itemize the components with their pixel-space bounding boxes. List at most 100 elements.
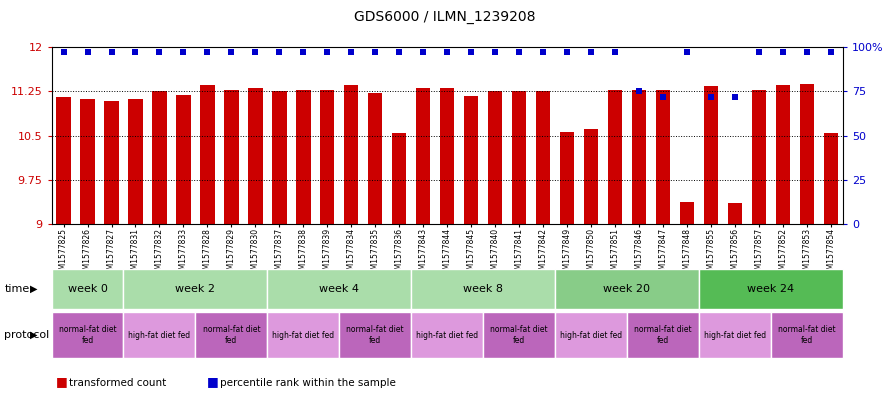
- Point: [248, 49, 262, 55]
- Bar: [196, 312, 268, 358]
- Bar: [799, 84, 814, 224]
- Point: [368, 49, 382, 55]
- Point: [776, 49, 790, 55]
- Point: [800, 49, 814, 55]
- Text: percentile rank within the sample: percentile rank within the sample: [220, 378, 396, 388]
- Bar: [440, 88, 454, 224]
- Bar: [152, 91, 166, 224]
- Bar: [699, 269, 843, 309]
- Bar: [176, 95, 190, 224]
- Bar: [560, 132, 574, 224]
- Bar: [392, 133, 406, 224]
- Bar: [704, 86, 718, 224]
- Text: high-fat diet fed: high-fat diet fed: [128, 331, 190, 340]
- Bar: [320, 90, 334, 224]
- Bar: [124, 269, 268, 309]
- Text: normal-fat diet
fed: normal-fat diet fed: [347, 325, 404, 345]
- Bar: [368, 93, 382, 224]
- Bar: [483, 312, 555, 358]
- Point: [584, 49, 598, 55]
- Text: week 0: week 0: [68, 284, 108, 294]
- Point: [560, 49, 574, 55]
- Text: high-fat diet fed: high-fat diet fed: [560, 331, 622, 340]
- Bar: [488, 91, 502, 224]
- Bar: [464, 96, 478, 224]
- Text: week 4: week 4: [319, 284, 359, 294]
- Bar: [268, 269, 412, 309]
- Bar: [248, 88, 262, 224]
- Bar: [555, 269, 699, 309]
- Point: [824, 49, 838, 55]
- Text: normal-fat diet
fed: normal-fat diet fed: [203, 325, 260, 345]
- Bar: [344, 86, 358, 224]
- Point: [680, 49, 694, 55]
- Point: [224, 49, 238, 55]
- Bar: [752, 90, 766, 224]
- Text: week 2: week 2: [175, 284, 215, 294]
- Point: [128, 49, 142, 55]
- Text: transformed count: transformed count: [69, 378, 166, 388]
- Point: [536, 49, 550, 55]
- Point: [632, 88, 646, 94]
- Bar: [224, 90, 238, 224]
- Bar: [775, 85, 790, 224]
- Point: [320, 49, 334, 55]
- Bar: [627, 312, 699, 358]
- Point: [656, 94, 670, 100]
- Point: [752, 49, 766, 55]
- Text: normal-fat diet
fed: normal-fat diet fed: [634, 325, 692, 345]
- Bar: [340, 312, 412, 358]
- Bar: [728, 204, 742, 224]
- Point: [104, 49, 118, 55]
- Text: high-fat diet fed: high-fat diet fed: [272, 331, 334, 340]
- Point: [56, 49, 70, 55]
- Bar: [272, 91, 286, 224]
- Text: high-fat diet fed: high-fat diet fed: [416, 331, 478, 340]
- Bar: [656, 90, 670, 224]
- Point: [152, 49, 166, 55]
- Text: protocol: protocol: [4, 330, 50, 340]
- Bar: [771, 312, 843, 358]
- Point: [608, 49, 622, 55]
- Point: [392, 49, 406, 55]
- Text: week 20: week 20: [604, 284, 651, 294]
- Point: [488, 49, 502, 55]
- Bar: [52, 269, 124, 309]
- Point: [296, 49, 310, 55]
- Text: ▶: ▶: [30, 284, 37, 294]
- Text: normal-fat diet
fed: normal-fat diet fed: [778, 325, 836, 345]
- Bar: [536, 91, 550, 224]
- Bar: [56, 97, 71, 224]
- Bar: [200, 86, 214, 224]
- Text: time: time: [4, 284, 29, 294]
- Bar: [416, 88, 430, 224]
- Bar: [104, 101, 119, 224]
- Text: GDS6000 / ILMN_1239208: GDS6000 / ILMN_1239208: [354, 10, 535, 24]
- Point: [200, 49, 214, 55]
- Bar: [555, 312, 627, 358]
- Text: ■: ■: [207, 375, 219, 388]
- Bar: [823, 133, 838, 224]
- Bar: [699, 312, 771, 358]
- Bar: [296, 90, 310, 224]
- Point: [176, 49, 190, 55]
- Bar: [412, 269, 555, 309]
- Bar: [124, 312, 196, 358]
- Point: [272, 49, 286, 55]
- Point: [704, 94, 718, 100]
- Bar: [52, 312, 124, 358]
- Bar: [128, 99, 142, 224]
- Text: ▶: ▶: [30, 330, 37, 340]
- Point: [80, 49, 94, 55]
- Bar: [584, 129, 598, 224]
- Text: high-fat diet fed: high-fat diet fed: [704, 331, 766, 340]
- Bar: [632, 90, 646, 224]
- Point: [440, 49, 454, 55]
- Bar: [608, 90, 622, 224]
- Point: [464, 49, 478, 55]
- Bar: [412, 312, 483, 358]
- Text: week 24: week 24: [748, 284, 795, 294]
- Text: normal-fat diet
fed: normal-fat diet fed: [490, 325, 548, 345]
- Bar: [268, 312, 340, 358]
- Bar: [512, 91, 526, 224]
